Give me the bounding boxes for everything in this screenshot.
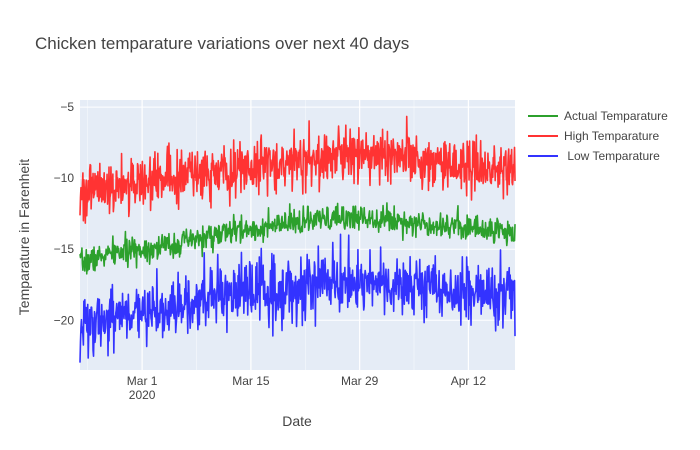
legend-swatch-low — [528, 155, 558, 157]
x-tick-label: Mar 29 — [341, 374, 379, 388]
legend-label-actual: Actual Temparature — [564, 109, 668, 123]
x-tick-label: Apr 12 — [451, 374, 487, 388]
x-tick-label: Mar 1 — [127, 374, 158, 388]
series-line-actual — [79, 202, 516, 275]
legend-label-low: Low Temparature — [564, 149, 660, 163]
legend-item-actual[interactable]: Actual Temparature — [528, 106, 668, 126]
legend: Actual Temparature High Temparature Low … — [528, 106, 668, 166]
legend-swatch-actual — [528, 115, 558, 117]
x-axis-label: Date — [282, 413, 312, 429]
y-tick-label: −5 — [60, 100, 74, 114]
y-tick-label: −20 — [54, 313, 75, 327]
legend-swatch-high — [528, 135, 558, 137]
legend-item-high[interactable]: High Temparature — [528, 126, 668, 146]
series-line-high — [79, 115, 516, 224]
series-lines — [79, 115, 516, 363]
legend-item-low[interactable]: Low Temparature — [528, 146, 668, 166]
x-tick-year-label: 2020 — [129, 388, 156, 402]
chart-title: Chicken temparature variations over next… — [35, 34, 410, 53]
y-tick-label: −15 — [54, 242, 75, 256]
legend-label-high: High Temparature — [564, 129, 660, 143]
x-tick-label: Mar 15 — [232, 374, 270, 388]
y-tick-label: −10 — [54, 171, 75, 185]
series-line-low — [79, 233, 516, 363]
